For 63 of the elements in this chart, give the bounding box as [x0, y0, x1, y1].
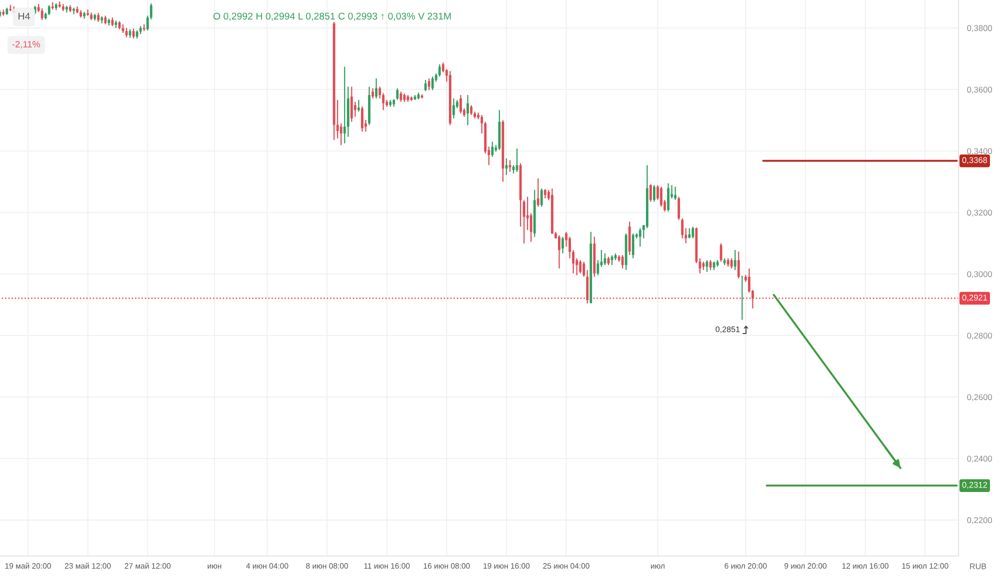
candlestick [544, 188, 546, 199]
y-tick-label: 0,2200 [967, 517, 992, 524]
candlestick [508, 160, 512, 172]
candlestick [562, 236, 564, 254]
candlestick [649, 184, 652, 202]
candlestick [530, 212, 532, 242]
candlestick [660, 186, 662, 208]
candlestick [396, 88, 399, 100]
candlestick [375, 78, 378, 99]
annotation: O 0,2992 H 0,2994 L 0,2851 C 0,2993 ↑ 0,03% V 231M [213, 12, 451, 21]
ref-line-label: 0,2921 [962, 294, 988, 302]
y-tick-label: 0,3200 [967, 210, 992, 217]
candlestick [400, 91, 402, 102]
candlestick [452, 98, 455, 119]
candlestick [491, 141, 494, 158]
candlestick [737, 251, 740, 279]
y-tick-label: 0,3600 [967, 86, 992, 94]
candlestick [466, 94, 469, 126]
candlestick [470, 104, 472, 116]
candlestick [460, 94, 462, 114]
candlestick [582, 261, 586, 278]
y-tick-label: 0,3800 [967, 25, 992, 32]
annotation: 0,2851 [716, 326, 740, 334]
candlestick [596, 260, 600, 276]
candlestick [505, 158, 508, 176]
candlestick [48, 4, 50, 16]
candlestick [688, 228, 691, 239]
candlestick [540, 188, 543, 208]
annotation: H4 [18, 12, 30, 20]
candlestick [579, 260, 582, 274]
candlestick [632, 232, 634, 259]
candlestick [40, 8, 44, 21]
candlestick [734, 249, 736, 271]
y-tick-label: 0,2800 [967, 332, 992, 340]
candlestick [674, 186, 676, 200]
candlestick [477, 112, 480, 120]
candlestick [431, 76, 434, 91]
candlestick [350, 86, 353, 122]
y-tick-label: 0,3000 [967, 271, 992, 278]
candlestick [536, 178, 540, 208]
candlestick [343, 66, 346, 144]
candlestick [653, 184, 656, 202]
y-tick-label: 0,2600 [967, 394, 992, 402]
candlestick [667, 182, 670, 212]
candlestick [361, 106, 364, 132]
candlestick [372, 88, 374, 99]
candlestick [72, 7, 75, 15]
data-label: 0,2312 [962, 482, 988, 489]
y-tick-label: 0,2400 [967, 456, 992, 463]
candlestick [692, 226, 694, 239]
candlestick [638, 228, 642, 248]
candlestick [740, 275, 744, 320]
candlestick [678, 196, 680, 220]
candlestick [558, 234, 560, 270]
candlestick [438, 64, 441, 78]
data-label: 0,3368 [962, 157, 988, 164]
y-tick-label: 0,3400 [967, 148, 992, 156]
candlestick [681, 218, 684, 239]
candlestick [730, 258, 733, 270]
candlestick [357, 99, 360, 112]
y-axis-title: RUB [970, 564, 986, 570]
annotation: -2,11% [12, 40, 40, 49]
candlestick [340, 122, 342, 146]
